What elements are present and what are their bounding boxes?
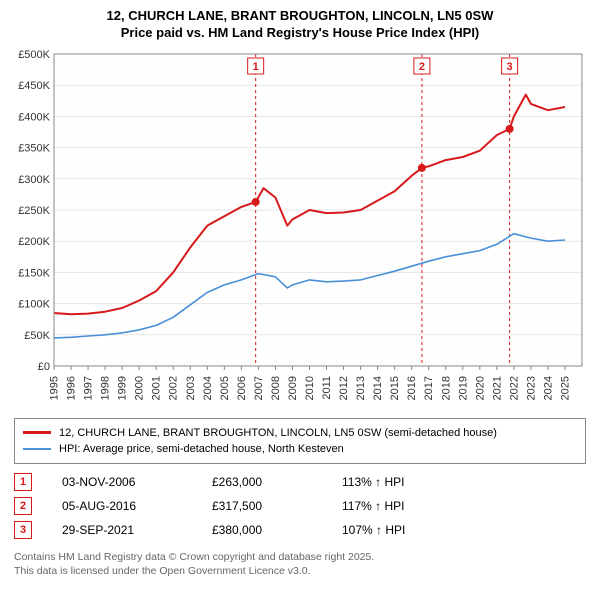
svg-text:2019: 2019 xyxy=(457,376,469,400)
svg-text:1998: 1998 xyxy=(100,376,112,400)
footnote-line-1: Contains HM Land Registry data © Crown c… xyxy=(14,550,586,564)
svg-text:1995: 1995 xyxy=(49,376,61,400)
svg-text:2016: 2016 xyxy=(406,376,418,400)
title-line-1: 12, CHURCH LANE, BRANT BROUGHTON, LINCOL… xyxy=(10,8,590,25)
marker-badge: 2 xyxy=(14,497,32,515)
svg-text:£0: £0 xyxy=(38,361,50,373)
svg-text:2021: 2021 xyxy=(491,376,503,400)
title-line-2: Price paid vs. HM Land Registry's House … xyxy=(10,25,590,42)
chart-plot-area: £0 £50K £100K £150K £200K £250K £300K £350K £400… xyxy=(10,48,590,408)
svg-text:2007: 2007 xyxy=(253,376,265,400)
svg-text:£200K: £200K xyxy=(18,236,50,248)
marker-pct: 107% ↑ HPI xyxy=(342,523,405,537)
marker-badge: 3 xyxy=(14,521,32,539)
marker-price: £317,500 xyxy=(212,499,312,513)
chart-container: { "title_line1": "12, CHURCH LANE, BRANT… xyxy=(0,0,600,586)
svg-text:2008: 2008 xyxy=(270,376,282,400)
svg-text:2012: 2012 xyxy=(338,376,350,400)
legend-item-property: 12, CHURCH LANE, BRANT BROUGHTON, LINCOL… xyxy=(23,425,577,441)
legend-label: HPI: Average price, semi-detached house,… xyxy=(59,443,344,455)
svg-text:£250K: £250K xyxy=(18,205,50,217)
svg-text:2014: 2014 xyxy=(372,376,384,400)
svg-text:1: 1 xyxy=(253,61,259,73)
svg-text:2001: 2001 xyxy=(151,376,163,400)
svg-text:2002: 2002 xyxy=(168,376,180,400)
marker-pct: 117% ↑ HPI xyxy=(342,499,404,513)
footnote-line-2: This data is licensed under the Open Gov… xyxy=(14,564,586,578)
svg-text:3: 3 xyxy=(507,61,513,73)
svg-text:2018: 2018 xyxy=(440,376,452,400)
svg-text:2010: 2010 xyxy=(304,376,316,400)
svg-text:2020: 2020 xyxy=(474,376,486,400)
chart-svg: £0 £50K £100K £150K £200K £250K £300K £350K £400… xyxy=(10,48,590,408)
svg-text:2022: 2022 xyxy=(508,376,520,400)
svg-text:2024: 2024 xyxy=(542,376,554,400)
legend-swatch xyxy=(23,448,51,450)
marker-date: 03-NOV-2006 xyxy=(62,475,182,489)
svg-text:2017: 2017 xyxy=(423,376,435,400)
markers-table: 1 03-NOV-2006 £263,000 113% ↑ HPI 2 05-A… xyxy=(14,470,586,542)
marker-row: 1 03-NOV-2006 £263,000 113% ↑ HPI xyxy=(14,470,586,494)
marker-pct: 113% ↑ HPI xyxy=(342,475,404,489)
marker-row: 3 29-SEP-2021 £380,000 107% ↑ HPI xyxy=(14,518,586,542)
marker-price: £380,000 xyxy=(212,523,312,537)
svg-text:2023: 2023 xyxy=(525,376,537,400)
svg-text:£150K: £150K xyxy=(18,267,50,279)
legend-swatch xyxy=(23,431,51,434)
legend-label: 12, CHURCH LANE, BRANT BROUGHTON, LINCOL… xyxy=(59,427,497,439)
marker-date: 29-SEP-2021 xyxy=(62,523,182,537)
marker-row: 2 05-AUG-2016 £317,500 117% ↑ HPI xyxy=(14,494,586,518)
svg-text:£350K: £350K xyxy=(18,142,50,154)
chart-title: 12, CHURCH LANE, BRANT BROUGHTON, LINCOL… xyxy=(10,8,590,42)
svg-text:2009: 2009 xyxy=(287,376,299,400)
marker-badge: 1 xyxy=(14,473,32,491)
svg-text:2: 2 xyxy=(419,61,425,73)
svg-text:2004: 2004 xyxy=(202,376,214,400)
svg-text:£400K: £400K xyxy=(18,111,50,123)
svg-text:2013: 2013 xyxy=(355,376,367,400)
svg-text:£300K: £300K xyxy=(18,174,50,186)
marker-date: 05-AUG-2016 xyxy=(62,499,182,513)
svg-text:2006: 2006 xyxy=(236,376,248,400)
svg-text:2025: 2025 xyxy=(559,376,571,400)
svg-text:£50K: £50K xyxy=(24,330,50,342)
svg-text:1999: 1999 xyxy=(117,376,129,400)
svg-text:2003: 2003 xyxy=(185,376,197,400)
svg-text:2015: 2015 xyxy=(389,376,401,400)
footnote: Contains HM Land Registry data © Crown c… xyxy=(14,550,586,578)
svg-text:£100K: £100K xyxy=(18,298,50,310)
legend: 12, CHURCH LANE, BRANT BROUGHTON, LINCOL… xyxy=(14,418,586,464)
svg-text:2000: 2000 xyxy=(134,376,146,400)
svg-text:1996: 1996 xyxy=(66,376,78,400)
svg-text:1997: 1997 xyxy=(83,376,95,400)
svg-text:£450K: £450K xyxy=(18,80,50,92)
marker-price: £263,000 xyxy=(212,475,312,489)
svg-text:2011: 2011 xyxy=(321,376,333,400)
svg-text:£500K: £500K xyxy=(18,49,50,61)
legend-item-hpi: HPI: Average price, semi-detached house,… xyxy=(23,441,577,457)
svg-text:2005: 2005 xyxy=(219,376,231,400)
